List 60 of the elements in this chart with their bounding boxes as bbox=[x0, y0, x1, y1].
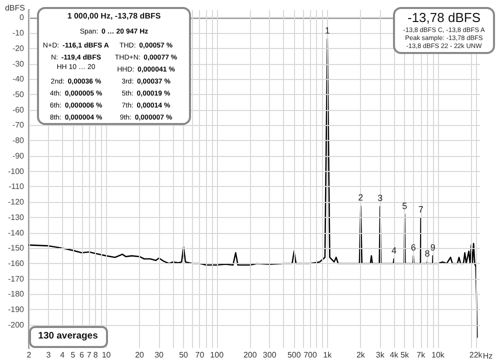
x-tick-label: 7 bbox=[86, 350, 92, 360]
x-tick-label: 4k bbox=[390, 350, 400, 360]
x-tick-label: 10k bbox=[432, 350, 446, 360]
x-tick-label: 22k bbox=[469, 350, 484, 360]
annotation: 5 bbox=[402, 200, 408, 211]
x-tick-label: 7k bbox=[416, 350, 426, 360]
y-tick-label: -140 bbox=[8, 228, 25, 238]
y-tick-label: -60 bbox=[12, 105, 25, 114]
y-tick-label: -200 bbox=[8, 320, 25, 330]
x-tick-label: 10 bbox=[102, 350, 112, 360]
x-axis-title: Hz bbox=[482, 352, 493, 360]
y-tick-label: -120 bbox=[8, 198, 25, 207]
y-tick-label: -160 bbox=[8, 259, 25, 268]
y-tick-label: -50 bbox=[12, 90, 25, 99]
x-tick-label: 2 bbox=[26, 350, 32, 360]
y-tick-label: 0 bbox=[20, 13, 25, 22]
x-tick-label: 5k bbox=[400, 350, 410, 360]
y-tick-label: -90 bbox=[12, 151, 25, 160]
annotation: 9 bbox=[430, 242, 436, 252]
x-tick-label: 200 bbox=[243, 350, 258, 360]
y-tick-label: -180 bbox=[8, 290, 25, 299]
y-tick-label: -20 bbox=[12, 44, 25, 53]
annotation: 130 averages bbox=[38, 330, 98, 342]
annotation: 6 bbox=[410, 242, 416, 252]
x-tick-label: 70 bbox=[195, 350, 205, 360]
y-tick-label: -100 bbox=[8, 166, 25, 176]
y-tick-label: -80 bbox=[12, 136, 25, 146]
x-tick-label: 50 bbox=[179, 350, 189, 360]
x-tick-label: 1k bbox=[323, 350, 333, 360]
annotation: 4 bbox=[391, 245, 396, 256]
y-tick-label: -130 bbox=[8, 212, 25, 222]
x-tick-label: 5 bbox=[70, 350, 76, 360]
annotation: 1 bbox=[324, 25, 330, 36]
y-tick-label: -170 bbox=[8, 274, 25, 284]
annotation: -13,78 dBFS bbox=[408, 10, 481, 25]
x-tick-label: 700 bbox=[304, 350, 318, 360]
x-tick-label: 2k bbox=[356, 350, 366, 360]
y-tick-label: -10 bbox=[12, 28, 25, 38]
x-tick-label: 6 bbox=[80, 350, 85, 360]
x-tick-label: 3 bbox=[46, 350, 52, 360]
x-tick-label: 3k bbox=[376, 350, 386, 360]
x-tick-label: 8 bbox=[93, 350, 98, 360]
x-tick-label: 500 bbox=[287, 350, 302, 360]
y-tick-label: -40 bbox=[12, 74, 25, 84]
x-tick-label: 4 bbox=[60, 350, 66, 360]
annotation: 3 bbox=[378, 193, 383, 204]
x-tick-label: 100 bbox=[210, 350, 224, 360]
annotation: 1 000,00 Hz, -13,78 dBFS bbox=[67, 12, 162, 20]
annotation: 8 bbox=[424, 248, 430, 258]
y-tick-label: -190 bbox=[8, 305, 25, 314]
x-tick-label: 30 bbox=[154, 350, 164, 360]
x-tick-label: 300 bbox=[262, 350, 277, 360]
annotation: 2 bbox=[358, 192, 364, 203]
y-tick-label: -110 bbox=[8, 182, 25, 192]
y-tick-label: -70 bbox=[12, 120, 25, 130]
y-tick-label: -30 bbox=[12, 59, 25, 68]
annotation: 7 bbox=[418, 204, 424, 215]
y-axis-title: dBFS bbox=[4, 4, 25, 12]
x-tick-label: 20 bbox=[135, 350, 145, 360]
y-tick-label: -150 bbox=[8, 244, 25, 253]
